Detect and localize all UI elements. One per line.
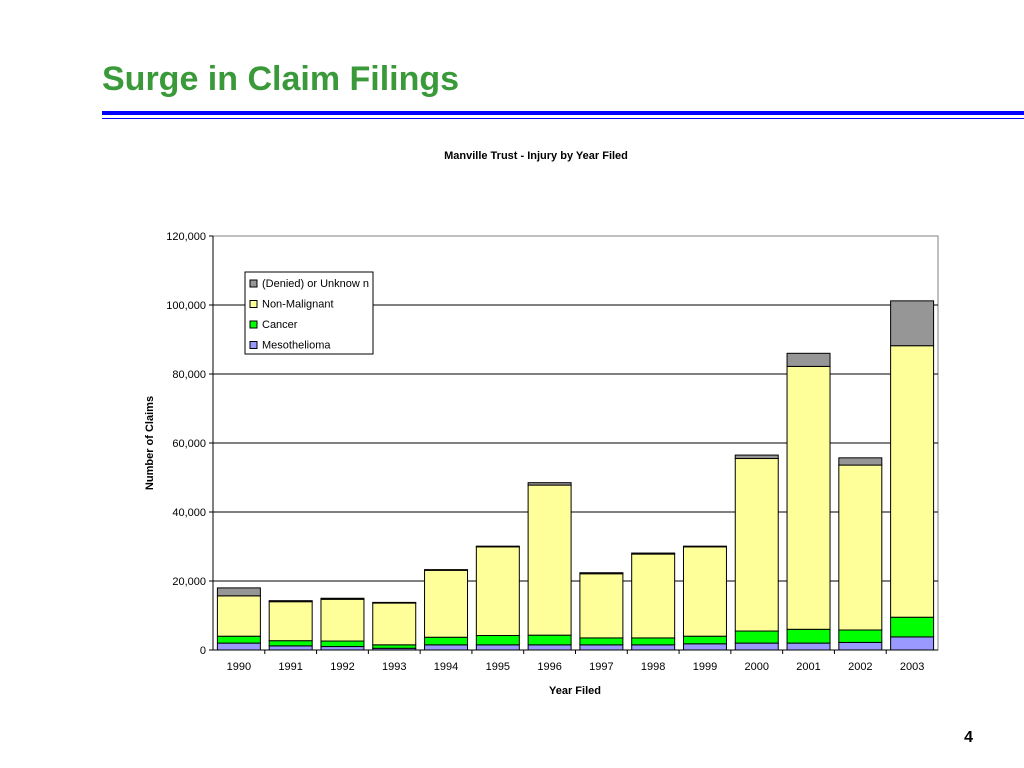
bar-1997-segment-0 [579,644,624,651]
bar-1994-segment-0 [424,644,469,651]
legend-box [244,271,374,355]
page-number: 4 [964,729,973,746]
bar-2002-segment-0 [838,641,883,651]
bar-1993-segment-2 [372,602,417,646]
legend-swatch [249,279,258,288]
bar-2000-segment-2 [734,458,779,632]
x-tick-label: 1995 [486,661,510,673]
x-tick-label: 1993 [382,661,406,673]
title-divider-thick [102,111,1024,115]
bar-1995-segment-2 [475,546,520,637]
bar-1992-segment-2 [320,598,365,642]
bar-1998-segment-0 [631,644,676,651]
bar-1998-segment-2 [631,553,676,639]
legend-swatch [249,320,258,329]
bar-1999-segment-1 [682,635,727,645]
x-tick-label: 1997 [589,661,613,673]
y-tick-label: 0 [200,645,206,657]
bar-1993-segment-1 [372,644,417,649]
chart-title: Manville Trust - Injury by Year Filed [444,150,628,162]
legend: (Denied) or Unknow n Non-Malignant Cancer M… [244,271,374,355]
y-tick-label: 100,000 [166,300,206,312]
bar-2001-segment-1 [786,628,831,644]
bar-2002-segment-1 [838,629,883,643]
bar-1999-segment-0 [682,643,727,651]
x-tick-label: 1996 [537,661,561,673]
bar-1994-segment-1 [424,636,469,646]
bar-2000-segment-3 [734,454,779,460]
bar-1991-segment-0 [268,645,313,651]
legend-entry: Non-Malignant [262,299,334,311]
bar-2002-segment-2 [838,464,883,631]
legend-entry: Mesothelioma [262,340,331,352]
bar-1992-segment-3 [320,597,365,600]
bar-1991-segment-1 [268,640,313,647]
legend-entry: Cancer [262,319,298,331]
bar-1996-segment-1 [527,634,572,646]
bar-1991-segment-3 [268,600,313,603]
bar-1998-segment-1 [631,637,676,646]
x-axis-label: Year Filed [549,685,601,697]
bar-1995-segment-0 [475,644,520,651]
axes: 0 20,000 40,000 60,000 80,000 100,000 120,000 1… [166,231,938,673]
bar-1997-segment-3 [579,572,624,575]
x-tick-label: 1998 [641,661,665,673]
x-tick-label: 2002 [848,661,872,673]
slide-title: Surge in Claim Filings [102,60,460,98]
bar-1990-segment-3 [216,587,261,597]
bar-1997-segment-1 [579,637,624,646]
bar-1999-segment-3 [682,545,727,548]
bar-1999-segment-2 [682,546,727,637]
bar-1996-segment-0 [527,644,572,651]
bar-2003-segment-1 [890,616,935,638]
bar-1992-segment-0 [320,646,365,651]
bar-1990-segment-1 [216,635,261,644]
bar-2001-segment-0 [786,642,831,651]
y-tick-label: 20,000 [172,576,206,588]
bar-1992-segment-1 [320,640,365,648]
bar-2001-segment-3 [786,352,831,367]
legend-swatch [249,341,258,349]
x-tick-label: 1994 [434,661,458,673]
bar-2003-segment-3 [890,300,935,347]
bar-1993-segment-3 [372,601,417,604]
x-tick-label: 1992 [330,661,354,673]
x-tick-label: 1999 [693,661,717,673]
bar-1996-segment-2 [527,484,572,636]
bar-2002-segment-3 [838,457,883,466]
bar-1994-segment-3 [424,569,469,571]
x-tick-label: 1990 [227,661,251,673]
bar-1996-segment-3 [527,482,572,486]
bars [216,300,935,651]
x-tick-label: 1991 [278,661,302,673]
bar-1998-segment-3 [631,552,676,555]
bar-1995-segment-3 [475,545,520,548]
bar-1997-segment-2 [579,573,624,639]
y-axis-label: Number of Claims [144,396,156,490]
bar-2003-segment-2 [890,345,935,618]
bar-2000-segment-0 [734,642,779,651]
bar-2000-segment-1 [734,630,779,644]
x-tick-label: 2001 [796,661,820,673]
legend-entry: (Denied) or Unknow n [262,278,369,290]
bar-1990-segment-2 [216,595,261,637]
bar-2001-segment-2 [786,365,831,630]
bar-1991-segment-2 [268,601,313,642]
title-divider-thin [102,118,1024,119]
y-tick-label: 60,000 [172,438,206,450]
x-tick-label: 2000 [745,661,769,673]
bar-1994-segment-2 [424,569,469,638]
y-tick-label: 80,000 [172,369,206,381]
y-tick-label: 120,000 [166,231,206,243]
bar-2003-segment-0 [890,636,935,651]
bar-1990-segment-0 [216,642,261,651]
x-tick-label: 2003 [900,661,924,673]
y-tick-label: 40,000 [172,507,206,519]
legend-swatch [249,300,258,308]
bar-1995-segment-1 [475,635,520,646]
